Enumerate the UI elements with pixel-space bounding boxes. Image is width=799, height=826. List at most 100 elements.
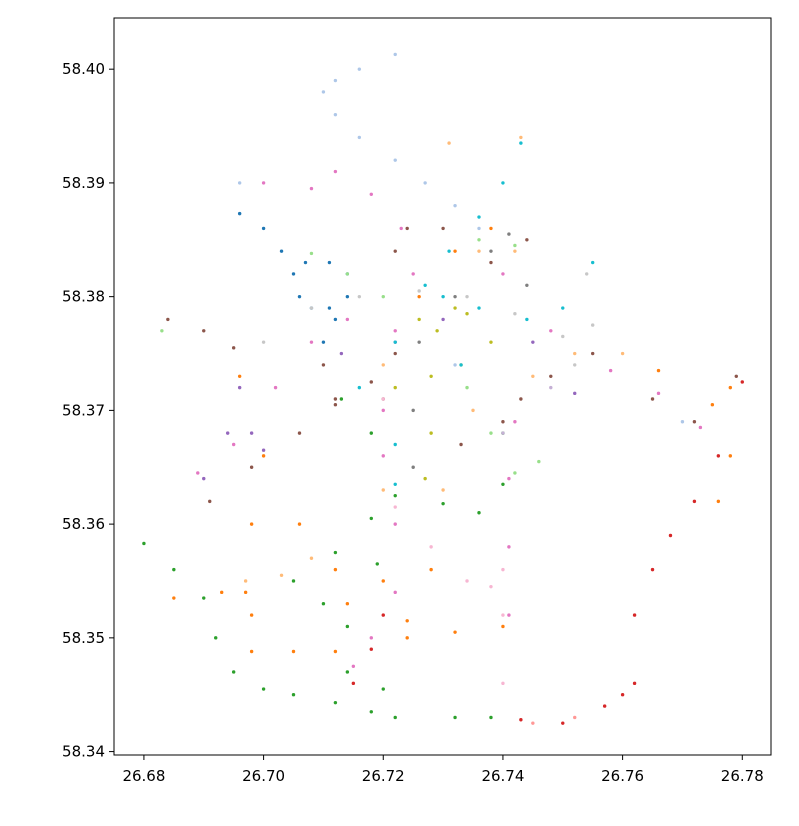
point	[561, 306, 565, 310]
point	[249, 522, 254, 526]
point	[375, 562, 379, 566]
point	[351, 664, 356, 668]
point	[513, 312, 517, 316]
point	[531, 721, 535, 725]
point	[393, 442, 397, 447]
point	[429, 431, 433, 435]
point	[333, 169, 338, 174]
point	[441, 488, 445, 492]
point	[650, 397, 655, 401]
point	[321, 90, 326, 94]
point	[208, 499, 212, 504]
point	[465, 294, 469, 299]
point	[291, 649, 296, 654]
point	[196, 471, 200, 475]
point	[453, 363, 457, 367]
point	[513, 471, 517, 475]
point	[507, 476, 511, 481]
point	[585, 272, 589, 276]
point	[573, 363, 577, 367]
point	[345, 317, 350, 322]
point	[393, 590, 397, 595]
point	[333, 402, 338, 407]
point	[692, 499, 697, 504]
point	[507, 232, 511, 236]
point	[573, 351, 577, 356]
point	[453, 203, 457, 208]
point	[561, 334, 565, 339]
point	[680, 420, 685, 424]
x-tick-label: 26.74	[481, 767, 524, 785]
point	[411, 272, 415, 276]
point	[333, 700, 338, 705]
plot-frame	[113, 17, 772, 756]
point	[351, 681, 356, 686]
point	[333, 550, 338, 555]
point	[501, 420, 505, 424]
point	[357, 135, 362, 140]
point	[333, 78, 338, 83]
point	[411, 408, 415, 413]
point	[309, 556, 314, 560]
point	[549, 329, 553, 333]
point	[447, 141, 451, 145]
point	[501, 681, 505, 686]
point	[489, 584, 493, 589]
point	[453, 630, 457, 634]
point	[345, 670, 350, 674]
point	[261, 340, 266, 344]
point	[333, 567, 338, 572]
point	[716, 454, 721, 458]
point	[507, 613, 511, 617]
point	[549, 374, 553, 378]
point	[393, 329, 397, 333]
point	[393, 715, 397, 720]
point	[477, 215, 481, 219]
point	[297, 522, 302, 526]
point	[489, 249, 493, 253]
point	[549, 385, 553, 390]
point	[519, 141, 523, 145]
y-tick-label: 58.37	[62, 401, 105, 419]
point	[417, 340, 421, 344]
point	[447, 249, 451, 253]
point	[620, 351, 625, 356]
point	[381, 488, 385, 492]
y-tick-label: 58.36	[62, 515, 105, 533]
point	[531, 340, 535, 344]
point	[531, 374, 535, 378]
y-tick-label: 58.38	[62, 288, 105, 306]
point	[399, 226, 403, 231]
point	[453, 715, 457, 720]
point	[608, 368, 613, 373]
point	[728, 454, 733, 458]
point	[345, 272, 350, 276]
point	[620, 693, 625, 697]
point	[291, 579, 296, 583]
point	[501, 482, 505, 487]
point	[297, 431, 302, 435]
point	[489, 260, 493, 265]
point	[501, 272, 505, 276]
point	[692, 420, 697, 424]
point	[339, 351, 344, 356]
point	[489, 715, 493, 720]
point	[381, 579, 385, 583]
y-tick-label: 58.40	[62, 60, 105, 78]
point	[369, 431, 373, 435]
point	[513, 243, 517, 248]
point	[369, 710, 373, 714]
point	[423, 476, 427, 481]
point	[309, 340, 314, 344]
point	[249, 465, 254, 469]
point	[656, 368, 661, 373]
point	[381, 363, 385, 367]
x-tick-label: 26.76	[601, 767, 644, 785]
point	[291, 272, 296, 276]
x-tick-label: 26.72	[362, 767, 405, 785]
point	[471, 408, 475, 413]
point	[465, 385, 469, 390]
point	[333, 317, 338, 322]
point	[513, 249, 517, 253]
